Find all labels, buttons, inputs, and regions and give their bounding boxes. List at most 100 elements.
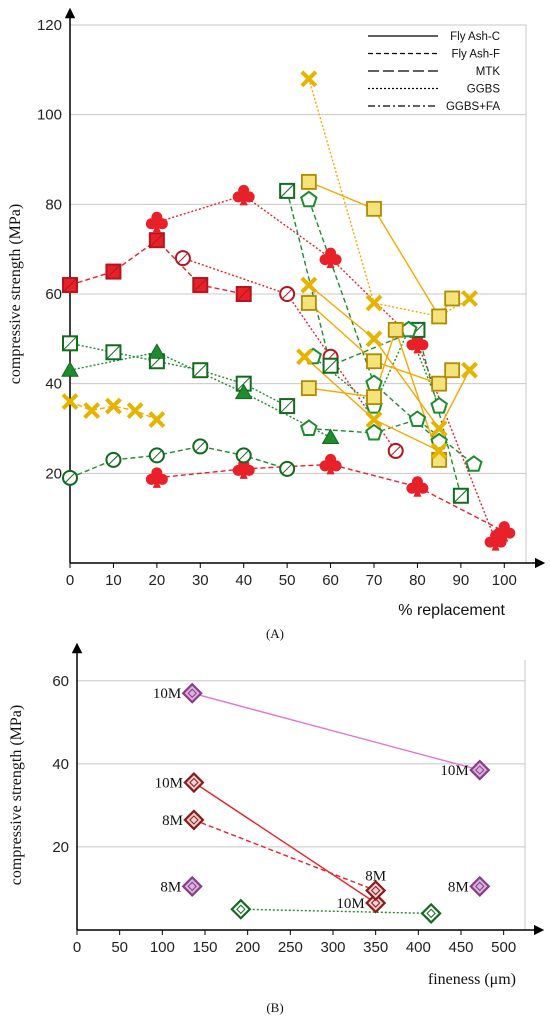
x-tick-label: 400 [406,939,431,956]
y-tick-label: 20 [45,465,62,482]
marker-club [232,191,244,203]
marker-club-stem [152,477,161,488]
y-tick-label: 120 [37,17,62,34]
marker-pentagon [300,419,318,436]
x-tick-label: 100 [150,939,175,956]
legend-label: Fly Ash-F [451,49,500,61]
y-tick-label: 40 [52,756,69,773]
marker-square [300,295,317,311]
x-tick-label: 60 [322,572,339,589]
x-tick-label: 0 [73,939,81,956]
marker-x [430,442,448,460]
marker-pentagon [365,423,383,441]
x-tick-label: 0 [66,572,74,589]
marker-hatch [236,286,252,302]
marker-x [461,290,478,307]
marker-club [243,464,255,476]
marker-x [365,294,383,312]
marker-pentagon [465,455,483,472]
marker-diamond [365,879,387,902]
x-tick-label: 10 [105,572,122,589]
marker-square [387,321,404,338]
point-label: 10M [155,776,183,792]
marker-diamond-inner [475,765,485,775]
marker-hatch [64,472,76,484]
point-label: 10M [440,763,468,779]
marker-club-stem [239,195,248,206]
legend-label: MTK [476,66,501,78]
marker-club-stem [413,486,422,497]
series-line [156,463,505,533]
marker-x [148,411,166,428]
x-tick-label: 20 [149,572,166,589]
marker-club [319,254,331,266]
marker-diamond [230,898,252,920]
y-tick-label: 20 [52,839,69,856]
marker-x [365,411,383,428]
marker-x [461,361,478,379]
x-tick-label: 90 [453,572,470,589]
series-line [193,781,377,904]
marker-diamond [183,771,205,794]
plot-area [77,660,525,930]
marker-club [330,460,342,472]
marker-square [300,174,317,190]
x-tick-label: 40 [235,572,252,589]
marker-club [145,473,157,485]
x-tick-label: 150 [192,939,217,956]
marker-x [83,402,101,419]
point-label: 8M [448,879,469,895]
marker-club [156,218,168,230]
marker-club [504,527,516,539]
x-tick-label: 50 [111,939,128,956]
legend-label: GGBS [467,84,501,96]
marker-diamond-inner [189,777,199,788]
marker-hatch [151,450,163,461]
marker-hatch [323,358,338,374]
series-line [192,692,480,771]
point-label: 8M [365,869,386,885]
series-line [308,327,440,461]
marker-diamond-inner [426,908,436,919]
marker-diamond-inner [370,898,381,908]
marker-diamond-inner [370,885,381,896]
marker-pentagon [300,190,318,208]
marker-club [484,536,496,548]
legend-label: Fly Ash-C [450,31,500,43]
marker-club-stem [491,540,500,551]
marker-square [431,308,448,325]
point-label: 10M [336,896,364,912]
y-tick-label: 80 [45,196,62,213]
marker-pentagon [430,396,448,414]
marker-square [300,380,317,397]
series-line [308,284,471,430]
x-tick-label: 50 [279,572,296,589]
marker-hatch [192,277,208,293]
marker-club [406,339,418,351]
marker-pentagon [408,410,427,427]
marker-club-stem [239,468,248,479]
marker-triangle [321,428,340,444]
marker-hatch [238,450,249,461]
marker-hatch [62,277,78,293]
marker-square [366,200,382,217]
x-tick-label: 350 [363,939,388,956]
series-line [182,257,397,452]
marker-club [493,527,505,539]
marker-club [406,482,418,494]
marker-diamond [181,682,203,704]
series-line [308,78,470,318]
marker-diamond-inner [187,881,197,892]
marker-club [232,464,244,476]
point-label: 8M [162,813,183,829]
point-label: 8M [160,879,181,895]
marker-club [319,460,331,472]
marker-diamond-inner [189,815,199,825]
marker-triangle [234,383,253,400]
y-axis-title: compressive strength (MPa) [7,204,24,384]
marker-hatch [106,264,121,279]
marker-x [126,402,144,419]
marker-hatch [390,445,401,457]
point-label: 10M [153,686,181,702]
